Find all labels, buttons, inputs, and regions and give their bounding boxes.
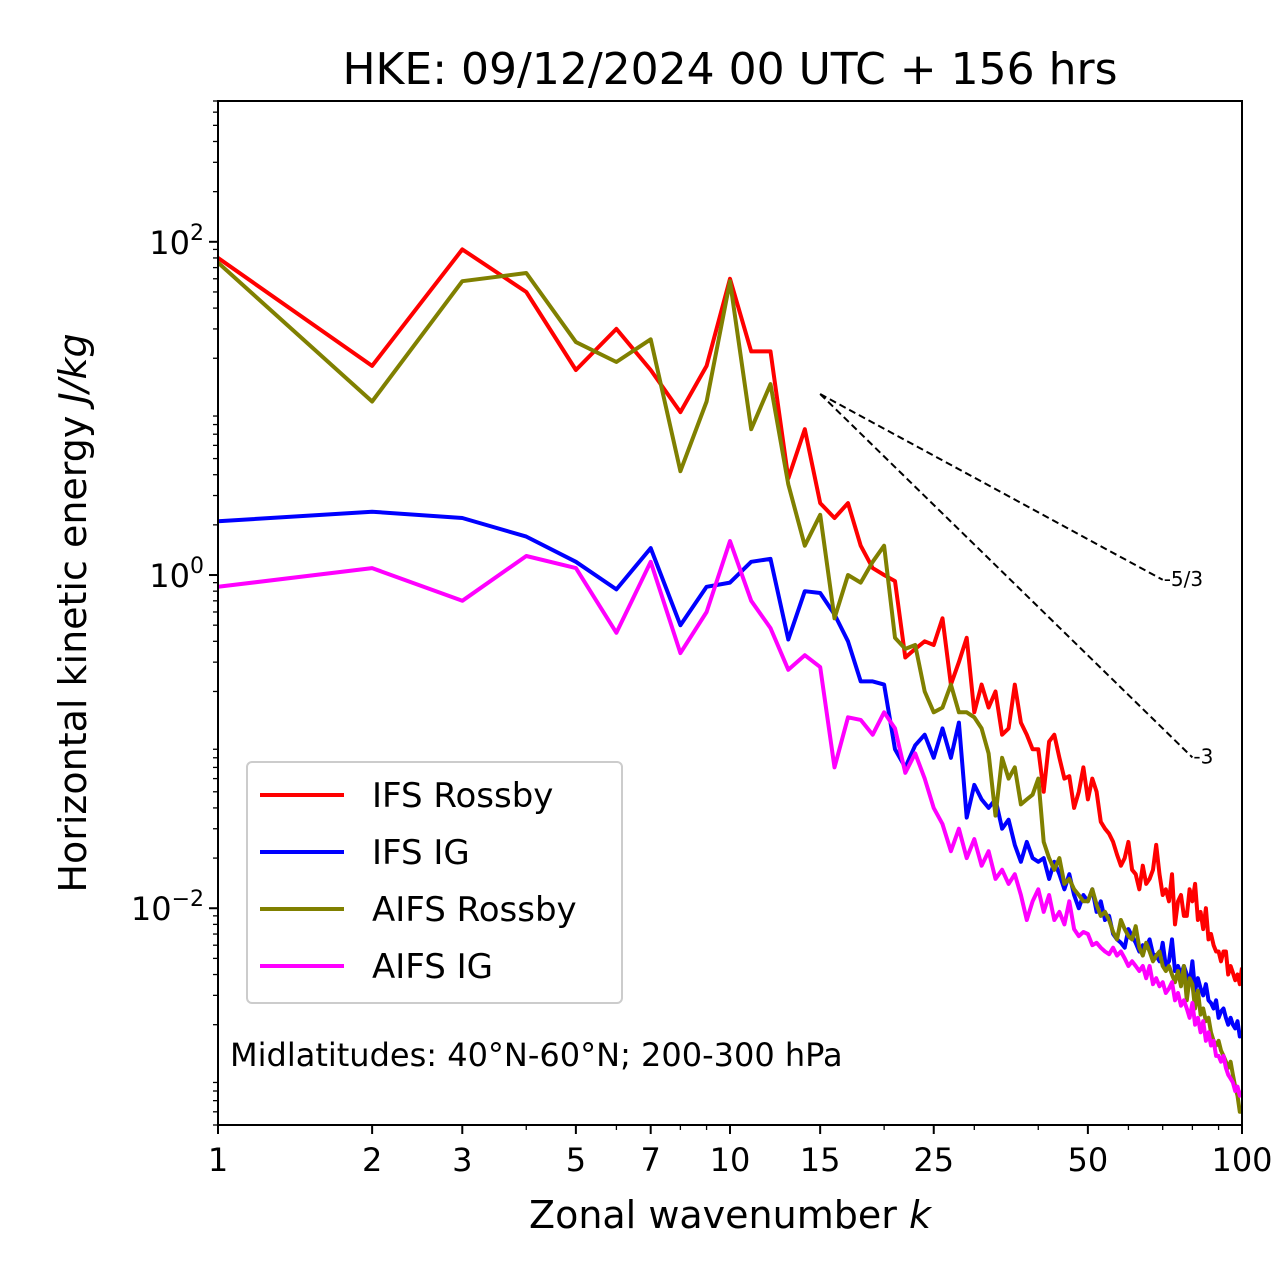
series-line-aifs-ig — [218, 539, 1242, 1098]
y-tick-label: 10−2 — [131, 887, 204, 928]
y-tick-label: 102 — [149, 221, 204, 262]
x-tick-labels: 1 2 3 5 7 10 15 25 50 100 — [208, 1141, 1273, 1179]
series-lines — [218, 247, 1242, 1114]
legend-label: AIFS Rossby — [372, 890, 577, 930]
reference-slope-line — [819, 393, 1164, 581]
series-line-ifs-rossby — [218, 247, 1242, 987]
x-tick-label: 2 — [362, 1141, 382, 1179]
legend: IFS Rossby IFS IG AIFS Rossby AIFS IG — [246, 761, 623, 1004]
plot-frame — [217, 100, 1243, 1126]
x-tick-label: 7 — [641, 1141, 661, 1179]
reference-slope-label: -5/3 — [1164, 567, 1203, 591]
x-tick-label: 50 — [1068, 1141, 1109, 1179]
reference-slope-line — [819, 393, 1194, 759]
y-axis-label: Horizontal kinetic energy J/kg — [51, 333, 95, 892]
legend-box — [246, 761, 623, 1004]
major-ticks — [209, 240, 1243, 1134]
reference-slopes: -5/3 -3 — [819, 393, 1213, 768]
chart-title: HKE: 09/12/2024 00 UTC + 156 hrs — [342, 44, 1117, 95]
legend-label: AIFS IG — [372, 947, 493, 987]
y-tick-label: 100 — [149, 554, 204, 595]
legend-label: IFS Rossby — [372, 776, 553, 816]
x-tick-label: 25 — [913, 1141, 954, 1179]
region-annotation: Midlatitudes: 40°N-60°N; 200-300 hPa — [230, 1036, 843, 1074]
y-tick-labels: 102 100 10−2 — [131, 221, 204, 928]
x-tick-label: 3 — [452, 1141, 472, 1179]
x-tick-label: 1 — [208, 1141, 228, 1179]
reference-slope-label: -3 — [1193, 744, 1213, 768]
x-tick-label: 10 — [710, 1141, 751, 1179]
legend-label: IFS IG — [372, 833, 470, 873]
x-tick-label: 15 — [800, 1141, 841, 1179]
x-tick-label: 5 — [566, 1141, 586, 1179]
x-axis-label: Zonal wavenumber k — [529, 1193, 933, 1237]
series-line-aifs-rossby — [218, 261, 1242, 1114]
x-tick-label: 100 — [1211, 1141, 1272, 1179]
